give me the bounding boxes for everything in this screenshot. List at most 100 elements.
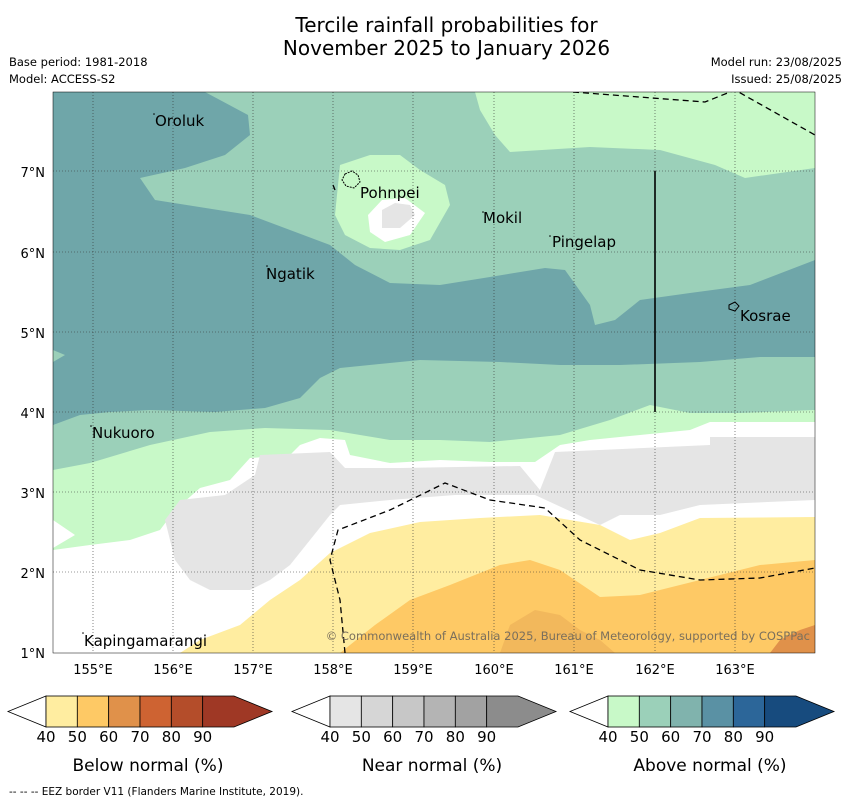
above-50-notch <box>53 350 65 362</box>
label-kapingamarangi: Kapingamarangi <box>84 632 207 650</box>
near-colorbar-segment <box>392 695 425 728</box>
nukuoro-marker <box>90 425 92 427</box>
base-period: Base period: 1981-2018 <box>9 55 148 69</box>
pingelap-marker <box>549 235 551 237</box>
eez-borders <box>329 92 815 653</box>
near-colorbar-segment <box>329 695 362 728</box>
near-colorbar-segment <box>360 695 394 728</box>
above-colorbar-left-extension <box>568 695 609 728</box>
lat-label-6n: 6°N <box>21 247 46 262</box>
lat-label-1n: 1°N <box>21 647 46 662</box>
label-ngatik: Ngatik <box>266 265 315 283</box>
map-panel: Oroluk Pohnpei Mokil Pingelap Ngatik Kos… <box>53 92 815 653</box>
near-40-pohnpei <box>382 203 415 228</box>
below-colorbar-tick-label: 50 <box>68 728 87 746</box>
near-colorbar-tick-label: 80 <box>446 728 465 746</box>
meta-left: Base period: 1981-2018 Model: ACCESS-S2 <box>9 54 148 88</box>
copyright-notice: © Commonwealth of Australia 2025, Bureau… <box>326 629 810 643</box>
below-60-blob-a <box>500 610 615 653</box>
below-colorbar-segment <box>76 695 110 728</box>
below-colorbar-left-extension <box>6 695 47 728</box>
above-colorbar-tick-label: 80 <box>724 728 743 746</box>
lon-label-155e: 155°E <box>73 663 113 678</box>
near-colorbar-left-extension <box>290 695 331 728</box>
lat-label-7n: 7°N <box>21 166 46 181</box>
model-name: Model: ACCESS-S2 <box>9 72 116 86</box>
lon-label-160e: 160°E <box>474 663 514 678</box>
mokil-marker <box>482 211 484 213</box>
label-kosrae: Kosrae <box>740 307 791 325</box>
below-60-blob-b <box>770 625 815 653</box>
above-40-region-north <box>475 92 815 178</box>
near-40-region <box>165 437 815 590</box>
colorbar-above: 40 50 60 70 80 90 Above normal (%) <box>568 695 836 776</box>
near-colorbar-tick-label: 70 <box>414 728 433 746</box>
below-colorbar-tick-label: 90 <box>193 728 212 746</box>
above-colorbar-label: Above normal (%) <box>633 756 786 776</box>
above-colorbar-tick-label: 50 <box>630 728 649 746</box>
above-colorbar-right-extension <box>764 695 836 728</box>
below-colorbar-segment <box>139 695 172 728</box>
ngatik-marker <box>266 265 268 267</box>
above-60-region <box>53 92 815 425</box>
lat-label-3n: 3°N <box>21 487 46 502</box>
label-oroluk: Oroluk <box>155 112 204 130</box>
map-frame <box>52 91 816 654</box>
lat-label-2n: 2°N <box>21 567 46 582</box>
above-colorbar-tick-label: 40 <box>598 728 617 746</box>
lon-label-163e: 163°E <box>715 663 755 678</box>
above-colorbar-tick-label: 70 <box>692 728 711 746</box>
near-colorbar-tick-label: 40 <box>320 728 339 746</box>
near-colorbar-tick-label: 60 <box>383 728 402 746</box>
oroluk-marker <box>153 113 155 115</box>
lon-label-156e: 156°E <box>153 663 193 678</box>
graticule <box>53 92 815 653</box>
below-colorbar-segment <box>45 695 78 728</box>
lat-label-5n: 5°N <box>21 327 46 342</box>
near-colorbar-right-extension <box>486 695 558 728</box>
near-colorbar-tick-label: 50 <box>352 728 371 746</box>
above-colorbar-segment <box>701 695 734 728</box>
map-title: Tercile rainfall probabilities for Novem… <box>0 14 850 60</box>
issued-date: Issued: 25/08/2025 <box>731 72 842 86</box>
below-colorbar-right-extension <box>202 695 274 728</box>
below-colorbar-tick-label: 40 <box>36 728 55 746</box>
lat-label-4n: 4°N <box>21 407 46 422</box>
below-50-region <box>340 560 815 653</box>
label-pingelap: Pingelap <box>552 233 616 251</box>
meta-right: Model run: 23/08/2025 Issued: 25/08/2025 <box>711 54 842 88</box>
below-colorbar-segment <box>108 695 141 728</box>
below-colorbar-tick-label: 60 <box>99 728 118 746</box>
lon-label-161e: 161°E <box>554 663 594 678</box>
lon-label-158e: 158°E <box>313 663 353 678</box>
colorbar-near: 40 50 60 70 80 90 Near normal (%) <box>290 695 558 776</box>
above-colorbar-segment <box>607 695 640 728</box>
below-colorbar-tick-label: 70 <box>130 728 149 746</box>
kosrae-island-icon <box>728 301 740 312</box>
above-colorbar-tick-label: 90 <box>755 728 774 746</box>
kapingamarangi-marker <box>82 632 84 634</box>
below-colorbar-tick-label: 80 <box>162 728 181 746</box>
near-colorbar-segment <box>423 695 456 728</box>
model-run: Model run: 23/08/2025 <box>710 55 842 69</box>
near-colorbar-tick-label: 90 <box>477 728 496 746</box>
label-mokil: Mokil <box>483 209 522 227</box>
near-colorbar-label: Near normal (%) <box>362 756 502 776</box>
lon-label-157e: 157°E <box>233 663 273 678</box>
no-dominant-triangle <box>53 520 75 548</box>
above-colorbar-segment <box>670 695 703 728</box>
above-colorbar-segment <box>638 695 672 728</box>
above-60-blob-oroluk <box>180 122 212 152</box>
near-colorbar-segment <box>454 695 488 728</box>
label-pohnpei: Pohnpei <box>360 184 420 202</box>
above-colorbar-segment <box>732 695 766 728</box>
lon-label-162e: 162°E <box>635 663 675 678</box>
below-colorbar-label: Below normal (%) <box>73 756 224 776</box>
title-line-1: Tercile rainfall probabilities for <box>295 13 598 37</box>
label-nukuoro: Nukuoro <box>92 424 155 442</box>
colorbar-below: 40 50 60 70 80 90 Below normal (%) <box>6 695 274 776</box>
lon-label-159e: 159°E <box>393 663 433 678</box>
above-colorbar-tick-label: 60 <box>661 728 680 746</box>
eez-footnote: -- -- -- EEZ border V11 (Flanders Marine… <box>9 786 304 798</box>
